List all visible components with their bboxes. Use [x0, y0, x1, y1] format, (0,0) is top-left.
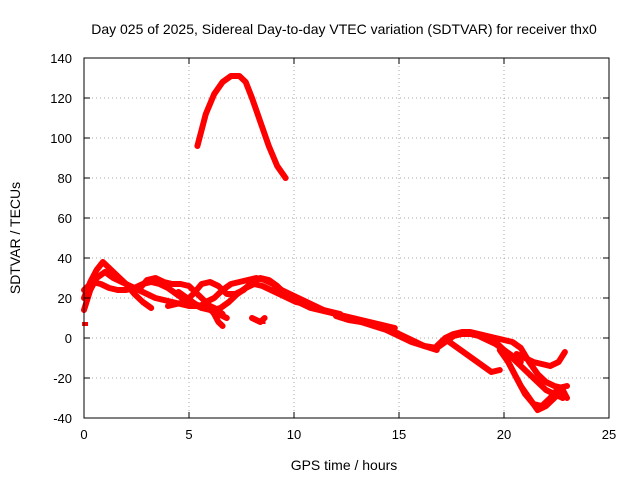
y-tick-label: 0	[65, 331, 72, 346]
y-tick-label: -40	[53, 411, 72, 426]
x-tick-label: 5	[185, 427, 192, 442]
y-tick-label: 80	[58, 171, 72, 186]
x-tick-label: 0	[80, 427, 87, 442]
data-series	[81, 73, 570, 413]
x-tick-label: 25	[602, 427, 616, 442]
chart-title: Day 025 of 2025, Sidereal Day-to-day VTE…	[91, 21, 597, 37]
x-tick-label: 10	[287, 427, 301, 442]
y-tick-label: 140	[50, 51, 72, 66]
y-tick-label: 60	[58, 211, 72, 226]
series-arc-1	[81, 259, 155, 311]
y-tick-label: -20	[53, 371, 72, 386]
series-arc-13	[501, 351, 570, 413]
x-tick-label: 15	[392, 427, 406, 442]
y-tick-label: 100	[50, 131, 72, 146]
y-axis-label: SDTVAR / TECUs	[7, 182, 23, 294]
y-tick-label: 40	[58, 251, 72, 266]
y-tick-label: 20	[58, 291, 72, 306]
series-arc-high	[194, 73, 289, 181]
series-arc-14	[513, 349, 568, 369]
series-arc-10	[446, 339, 503, 375]
series-arc-16	[207, 305, 226, 329]
series-arc-9	[433, 329, 566, 391]
axis-ticks: 0 5 10 15 20 25 -40 -20 0 20 40 60 80 100 120 140	[50, 51, 616, 442]
isolated-point-2	[259, 320, 266, 324]
isolated-point-1	[82, 322, 89, 326]
series-arc-11	[492, 339, 566, 401]
x-axis-label: GPS time / hours	[291, 457, 398, 473]
y-tick-label: 120	[50, 91, 72, 106]
x-tick-label: 20	[497, 427, 511, 442]
plot-frame	[83, 57, 610, 419]
